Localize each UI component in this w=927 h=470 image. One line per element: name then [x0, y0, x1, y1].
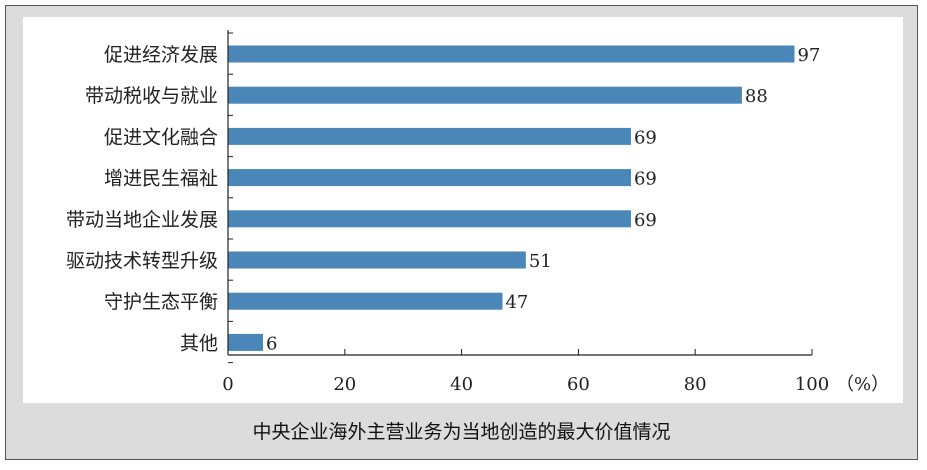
bar — [228, 127, 631, 145]
category-label: 其他 — [180, 332, 218, 354]
category-label: 促进文化融合 — [104, 126, 218, 148]
bar — [228, 169, 631, 187]
figure-caption: 中央企业海外主营业务为当地创造的最大价值情况 — [252, 421, 671, 443]
value-label: 69 — [634, 127, 657, 148]
bar — [228, 86, 742, 104]
value-label: 97 — [797, 45, 820, 66]
bar — [228, 210, 631, 228]
value-label: 88 — [745, 86, 768, 107]
category-label: 带动当地企业发展 — [66, 209, 218, 231]
plot-panel — [23, 17, 903, 403]
x-tick-label: 80 — [684, 374, 707, 395]
category-label: 驱动技术转型升级 — [66, 250, 218, 272]
category-label: 守护生态平衡 — [104, 291, 218, 313]
x-tick-label: 40 — [450, 374, 473, 395]
bar — [228, 251, 526, 269]
value-label: 69 — [634, 210, 657, 231]
value-label: 69 — [634, 169, 657, 190]
bar — [228, 45, 795, 63]
x-tick-label: 20 — [333, 374, 356, 395]
x-tick-label: 60 — [567, 374, 590, 395]
category-label: 促进经济发展 — [104, 44, 218, 66]
x-tick-label: 0 — [222, 374, 233, 395]
x-tick-label: 100 — [795, 374, 829, 395]
category-label: 带动税收与就业 — [85, 85, 218, 107]
value-label: 47 — [505, 292, 528, 313]
bar — [228, 292, 503, 310]
bar — [228, 333, 264, 351]
x-unit-label: （%） — [836, 374, 889, 395]
category-label: 增进民生福祉 — [104, 168, 218, 190]
value-label: 6 — [266, 333, 277, 354]
value-label: 51 — [529, 251, 552, 272]
